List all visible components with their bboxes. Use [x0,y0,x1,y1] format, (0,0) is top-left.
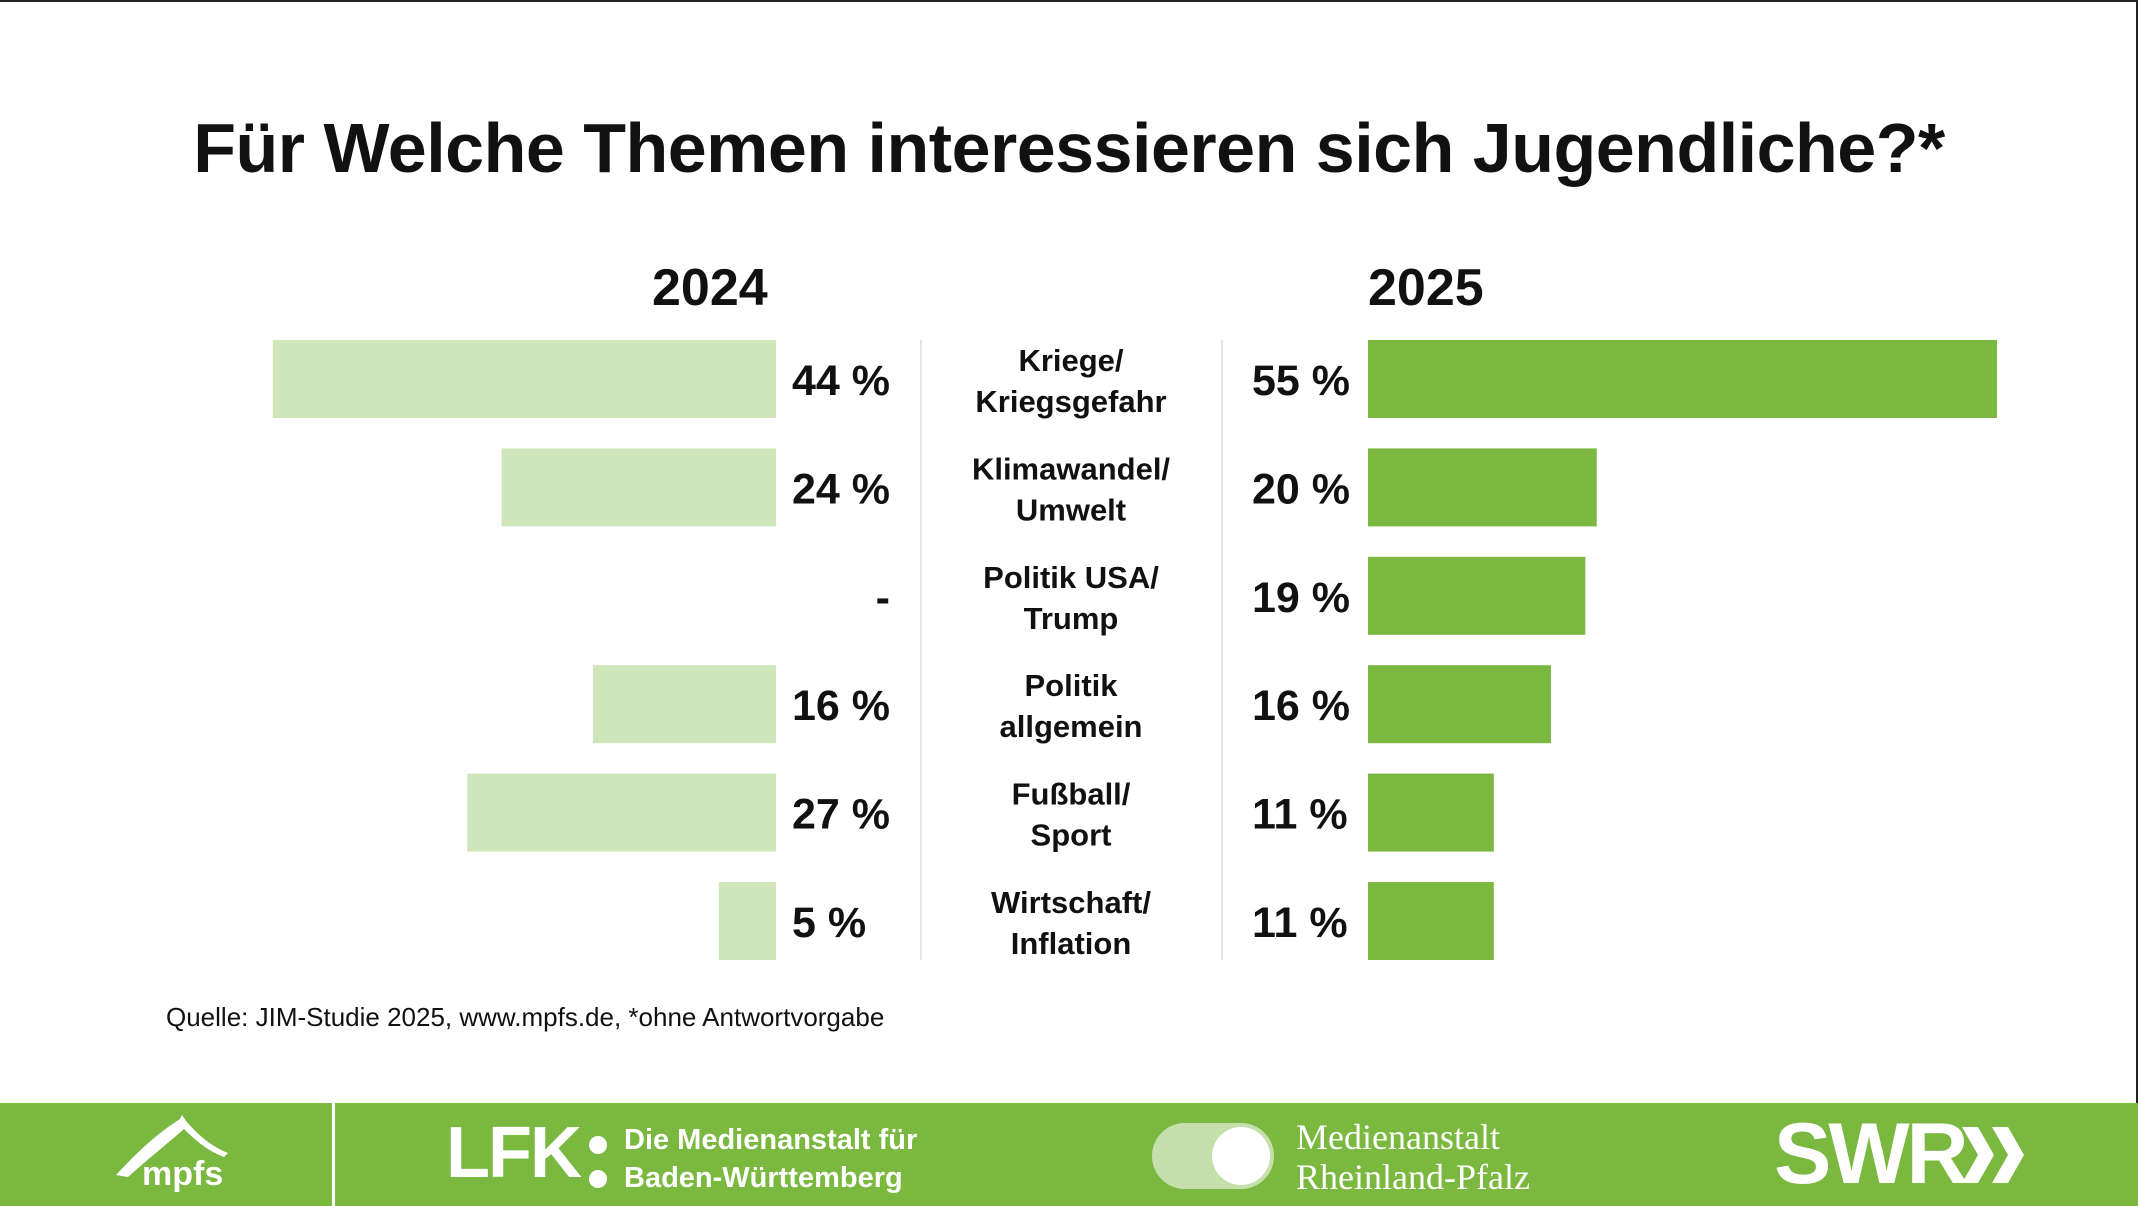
footer-bar: mpfs LFK Die Medienanstalt für Baden-Wür… [0,1103,2138,1206]
value-label-2024: 27 % [792,791,890,839]
value-label-2024: 16 % [792,682,890,730]
mrlp-line-2: Rheinland-Pfalz [1296,1157,1530,1197]
value-label-2024: 5 % [792,899,866,947]
category-label: Kriege/ [1018,343,1123,378]
bar-2024 [718,882,776,960]
year-heading-2024: 2024 [652,259,768,317]
swr-logo-text: SWR [1774,1106,1969,1202]
category-label: allgemein [1000,709,1143,744]
bar-2024 [593,665,776,744]
value-label-2024: 44 % [792,357,890,405]
category-label: Fußball/ [1012,777,1131,812]
value-label-2025: 20 % [1252,465,1350,513]
bar-2025 [1368,773,1494,852]
bar-2024 [501,448,776,527]
swr-chevrons-icon [1962,1127,2024,1183]
category-label: Sport [1031,818,1112,853]
chart-canvas: 44 % Kriege/Kriegsgefahr 55 % 24 % Klimawand… [272,340,1997,961]
mpfs-logo-icon [116,1115,228,1177]
source-note: Quelle: JIM-Studie 2025, www.mpfs.de, *o… [166,1002,885,1032]
lfk-line-2: Baden-Württemberg [624,1162,903,1194]
value-label-2025: 11 % [1252,899,1348,947]
category-label: Politik USA/ [983,560,1159,595]
divider-right [1221,340,1223,960]
category-label: Trump [1024,601,1119,636]
category-label: Klimawandel/ [972,451,1170,486]
lfk-logo-text: Die Medienanstalt für Baden-Württemberg [624,1121,917,1197]
mpfs-logo-text: mpfs [142,1155,224,1193]
right-border [2136,0,2138,1103]
bar-2025 [1368,340,1997,418]
value-label-2025: 16 % [1252,682,1350,730]
value-label-2025: 11 % [1252,791,1348,839]
mrlp-toggle-icon [1152,1123,1274,1189]
category-label: Umwelt [1016,492,1126,527]
bar-2025 [1368,448,1597,527]
value-label-2025: 55 % [1252,357,1350,405]
bar-2025 [1368,882,1494,960]
year-heading-2025: 2025 [1368,259,1484,317]
bar-2025 [1368,665,1551,744]
value-label-2024: 24 % [792,465,890,513]
bar-2024 [467,773,776,852]
bar-2025 [1368,556,1586,635]
mrlp-line-1: Medienanstalt [1296,1117,1500,1157]
category-label: Kriegsgefahr [975,384,1166,419]
category-label: Politik [1024,668,1118,703]
top-border [0,0,2138,2]
value-label-2024: - [876,574,890,622]
category-label: Wirtschaft/ [991,885,1151,920]
chart-title: Für Welche Themen interessieren sich Jug… [193,109,1945,187]
category-label: Inflation [1011,926,1132,961]
divider-left [920,340,922,960]
lfk-logo-mark: LFK [446,1113,582,1193]
footer-separator [332,1103,335,1206]
value-label-2025: 19 % [1252,574,1350,622]
bar-2024 [272,340,776,418]
mrlp-logo-text: Medienanstalt Rheinland-Pfalz [1296,1117,1530,1197]
lfk-dots-icon [589,1136,607,1188]
lfk-line-1: Die Medienanstalt für [624,1124,918,1156]
